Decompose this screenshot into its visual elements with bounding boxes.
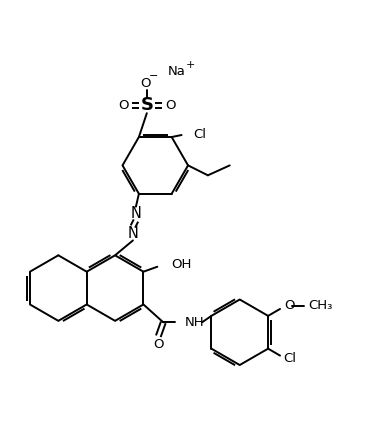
Text: O: O [153,338,164,351]
Text: NH: NH [185,316,205,329]
Text: S: S [140,96,153,114]
Text: N: N [127,226,139,241]
Text: O: O [165,99,176,112]
Text: +: + [186,60,195,70]
Text: O: O [140,77,151,90]
Text: O: O [284,300,295,312]
Text: CH₃: CH₃ [308,300,332,312]
Text: O: O [118,99,128,112]
Text: −: − [149,71,158,81]
Text: OH: OH [171,258,192,271]
Text: Cl: Cl [283,352,296,365]
Text: Cl: Cl [194,127,207,141]
Text: N: N [130,206,141,221]
Text: Na: Na [168,65,185,78]
